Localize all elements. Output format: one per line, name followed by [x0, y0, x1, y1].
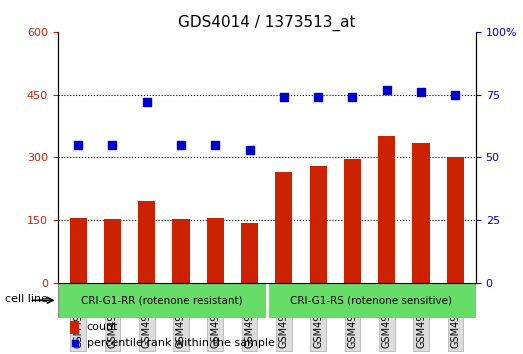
Bar [378, 136, 395, 283]
Bar [447, 157, 464, 283]
Bar [413, 143, 429, 283]
Text: count: count [87, 322, 118, 332]
Text: CRI-G1-RR (rotenone resistant): CRI-G1-RR (rotenone resistant) [81, 295, 243, 305]
Point [383, 87, 391, 92]
Bar [138, 201, 155, 283]
Bar [70, 321, 79, 334]
Bar [267, 283, 476, 318]
Point [314, 94, 322, 100]
Point [142, 99, 151, 105]
Text: cell line: cell line [5, 294, 48, 304]
Point [74, 142, 82, 148]
Bar [173, 219, 189, 283]
Bar [104, 219, 121, 283]
Point [417, 89, 425, 95]
Bar [275, 172, 292, 283]
Bar [310, 166, 327, 283]
Bar [70, 218, 87, 283]
Text: CRI-G1-RS (rotenone sensitive): CRI-G1-RS (rotenone sensitive) [290, 295, 452, 305]
Bar [344, 159, 361, 283]
Title: GDS4014 / 1373513_at: GDS4014 / 1373513_at [178, 14, 356, 30]
Point [211, 142, 220, 148]
Point [418, 266, 427, 272]
Bar [241, 223, 258, 283]
Point [348, 94, 357, 100]
Bar [58, 283, 267, 318]
Point [108, 142, 117, 148]
Point [280, 94, 288, 100]
Point [245, 147, 254, 153]
Point [177, 142, 185, 148]
Text: percentile rank within the sample: percentile rank within the sample [87, 338, 275, 348]
Point [451, 92, 460, 97]
Bar [207, 218, 224, 283]
